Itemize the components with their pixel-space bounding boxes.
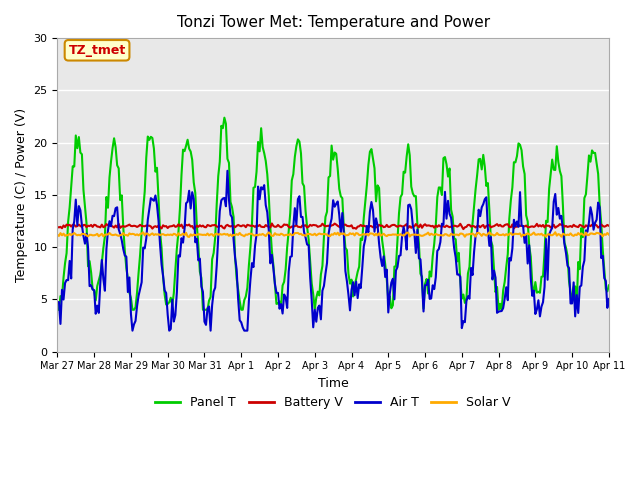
Solar V [400, 233, 408, 239]
X-axis label: Time: Time [318, 377, 349, 390]
Line: Solar V: Solar V [58, 232, 609, 237]
Panel T [400, 169, 408, 175]
Panel T [539, 274, 547, 279]
Y-axis label: Temperature (C) / Power (V): Temperature (C) / Power (V) [15, 108, 28, 282]
Battery V [69, 222, 77, 228]
Air T [605, 296, 612, 302]
Battery V [460, 226, 467, 232]
Air T [541, 284, 548, 290]
Battery V [387, 223, 395, 228]
Panel T [156, 229, 164, 235]
Air T [389, 276, 397, 282]
Line: Panel T: Panel T [58, 118, 609, 310]
Legend: Panel T, Battery V, Air T, Solar V: Panel T, Battery V, Air T, Solar V [150, 391, 516, 414]
Battery V [54, 224, 61, 230]
Battery V [156, 224, 164, 230]
Battery V [541, 225, 548, 230]
Panel T [221, 115, 228, 120]
Battery V [369, 224, 377, 230]
Solar V [186, 234, 193, 240]
Air T [69, 226, 77, 232]
Solar V [156, 232, 164, 238]
Air T [129, 328, 136, 334]
Air T [157, 262, 165, 267]
Line: Battery V: Battery V [58, 224, 609, 229]
Solar V [369, 231, 377, 237]
Air T [371, 229, 378, 235]
Title: Tonzi Tower Met: Temperature and Power: Tonzi Tower Met: Temperature and Power [177, 15, 490, 30]
Panel T [387, 305, 395, 311]
Text: TZ_tmet: TZ_tmet [68, 44, 125, 57]
Air T [223, 168, 231, 174]
Solar V [605, 232, 612, 238]
Panel T [605, 283, 612, 288]
Solar V [69, 231, 77, 237]
Solar V [387, 232, 395, 238]
Solar V [539, 233, 547, 239]
Panel T [69, 163, 77, 169]
Panel T [369, 156, 377, 162]
Panel T [54, 307, 61, 312]
Air T [54, 300, 61, 305]
Solar V [552, 229, 559, 235]
Line: Air T: Air T [58, 171, 609, 331]
Battery V [400, 224, 408, 229]
Air T [401, 231, 409, 237]
Solar V [54, 232, 61, 238]
Battery V [268, 221, 276, 227]
Battery V [605, 223, 612, 228]
